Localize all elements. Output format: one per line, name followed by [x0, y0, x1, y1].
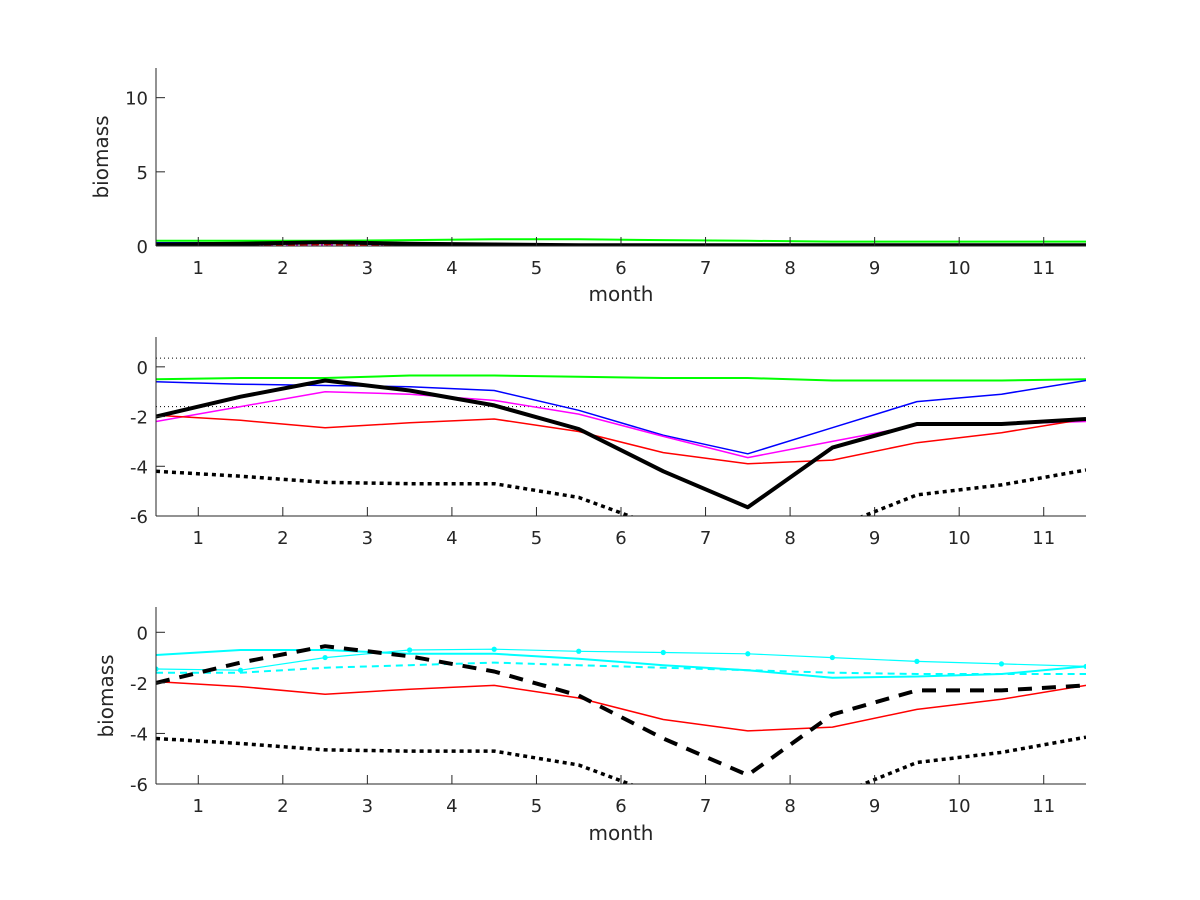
bottom-series-black-dashed: [156, 644, 1086, 778]
middle-ytick-label: -6: [130, 507, 148, 528]
top-xtick-label: 9: [869, 258, 880, 279]
middle-series-black-dotted: [156, 468, 1086, 516]
top-xlabel: month: [589, 282, 654, 306]
top-xtick-label: 2: [277, 258, 288, 279]
middle-xtick-label: 7: [700, 528, 711, 549]
bottom-cyan-dots-point: [576, 648, 582, 654]
middle-xtick-label: 4: [446, 528, 457, 549]
bottom-xtick-label: 5: [531, 796, 542, 817]
middle-xtick-label: 3: [362, 528, 373, 549]
bottom-series-red: [156, 680, 1086, 732]
bottom-xtick-label: 4: [446, 796, 457, 817]
bottom-xtick-label: 7: [700, 796, 711, 817]
middle-xtick-label: 2: [277, 528, 288, 549]
bottom-xtick-label: 1: [193, 796, 204, 817]
top-xtick-label: 3: [362, 258, 373, 279]
middle-xtick-label: 6: [615, 528, 626, 549]
middle-series-red: [156, 414, 1086, 465]
bottom-plot-area: [156, 644, 1086, 784]
middle-xtick-label: 11: [1032, 528, 1055, 549]
middle-plot-area: [156, 357, 1086, 516]
top-xtick-label: 6: [615, 258, 626, 279]
top-ytick-label: 10: [125, 89, 148, 110]
top-xtick-label: 11: [1032, 258, 1055, 279]
middle-series-green: [156, 374, 1086, 382]
bottom-ytick-label: -2: [130, 674, 148, 695]
top-xtick-label: 10: [948, 258, 971, 279]
middle-xtick-label: 1: [193, 528, 204, 549]
bottom-xtick-label: 9: [869, 796, 880, 817]
bottom-xlabel: month: [589, 821, 654, 845]
bottom-xtick-label: 2: [277, 796, 288, 817]
middle-series-black: [156, 378, 1086, 510]
top-xtick-label: 4: [446, 258, 457, 279]
bottom-cyan-dots-point: [914, 658, 920, 664]
bottom-series-cyan: [156, 649, 1086, 679]
bottom-cyan-dots-point: [237, 667, 244, 673]
top-ytick-label: 5: [137, 163, 148, 184]
bottom-cyan-dots-point: [407, 647, 413, 653]
middle-xtick-label: 10: [948, 528, 971, 549]
bottom-cyan-dots-point: [156, 666, 159, 672]
top-axes: month biomass 1 2 3 4 5 6 7 8 9 10 11 0 5 10: [89, 68, 1086, 306]
bottom-xtick-label: 11: [1032, 796, 1055, 817]
middle-ytick-label: 0: [137, 358, 148, 379]
bottom-ytick-label: -6: [130, 775, 148, 796]
top-xtick-label: 8: [784, 258, 795, 279]
bottom-cyan-dots-point: [322, 654, 328, 661]
middle-axes: 1 2 3 4 5 6 7 8 9 10 11 -6 -4 -2 0: [130, 337, 1086, 549]
bottom-xtick-label: 10: [948, 796, 971, 817]
bottom-xtick-label: 8: [784, 796, 795, 817]
middle-xtick-label: 9: [869, 528, 880, 549]
bottom-cyan-dots-point: [829, 654, 835, 661]
top-xtick-label: 5: [531, 258, 542, 279]
bottom-series-cyan-dots: [156, 648, 1086, 671]
bottom-cyan-dots-point: [491, 646, 497, 652]
bottom-xtick-label: 6: [615, 796, 626, 817]
bottom-ytick-label: -4: [130, 724, 148, 745]
bottom-cyan-dots-point: [660, 649, 666, 656]
top-xtick-label: 1: [193, 258, 204, 279]
middle-ytick-label: -2: [130, 408, 148, 429]
bottom-cyan-dots-point: [998, 661, 1005, 667]
top-xtick-label: 7: [700, 258, 711, 279]
bottom-cyan-dots-point: [745, 651, 751, 657]
top-ylabel: biomass: [89, 115, 113, 198]
middle-series-blue: [156, 379, 1086, 455]
top-ytick-label: 0: [137, 237, 148, 258]
bottom-axes: month biomass 1 2 3 4 5 6 7 8 9 10 11 -6 -4 -2 0: [94, 607, 1086, 845]
middle-ytick-label: -4: [130, 457, 148, 478]
bottom-ylabel: biomass: [94, 654, 118, 737]
bottom-ytick-label: 0: [137, 623, 148, 644]
bottom-xtick-label: 3: [362, 796, 373, 817]
bottom-series-black-dotted: [156, 735, 1086, 784]
middle-xtick-label: 5: [531, 528, 542, 549]
top-series-magenta-dotted: [156, 243, 1086, 246]
middle-xtick-label: 8: [784, 528, 795, 549]
